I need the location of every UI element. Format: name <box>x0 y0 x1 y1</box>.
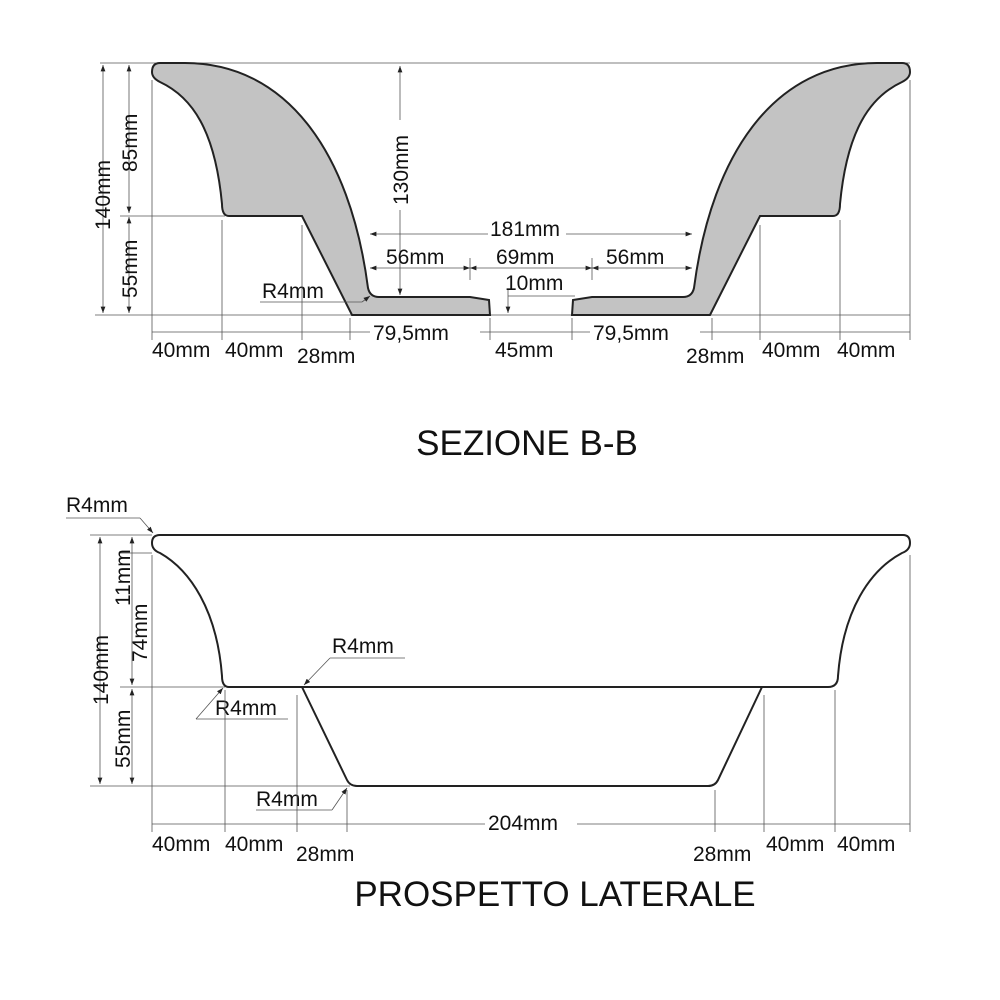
dim-left-28: 28mm <box>297 345 355 368</box>
dim-lower-height: 55mm <box>112 710 135 768</box>
leader-line <box>361 295 371 303</box>
dim-depth: 130mm <box>390 135 413 205</box>
dim-radius-top: R4mm <box>66 494 128 517</box>
leader-line <box>195 687 224 720</box>
dim-radius-inner: R4mm <box>215 697 277 720</box>
dim-left-40a: 40mm <box>152 833 210 856</box>
dim-left-79-5: 79,5mm <box>373 322 449 345</box>
right-wall-section <box>570 62 912 316</box>
dim-left-56: 56mm <box>386 246 444 269</box>
dim-left-40a: 40mm <box>152 339 210 362</box>
section-view: 140mm 85mm 55mm 130mm 181mm 56mm 69mm 56… <box>92 62 912 463</box>
left-wall-section <box>150 62 492 316</box>
leader-line <box>331 787 348 811</box>
leader-line <box>303 657 331 686</box>
elevation-outline-bottom <box>301 686 763 787</box>
dim-left-40b: 40mm <box>225 339 283 362</box>
dim-right-56: 56mm <box>606 246 664 269</box>
dim-gap-45: 45mm <box>495 339 553 362</box>
dim-radius-bottom: R4mm <box>256 788 318 811</box>
dim-left-28: 28mm <box>296 843 354 866</box>
horizontal-dims <box>151 555 911 832</box>
dim-inner-width: 181mm <box>490 218 560 241</box>
section-title: SEZIONE B-B <box>416 424 638 463</box>
dim-bottom-width: 204mm <box>488 812 558 835</box>
dim-right-40b: 40mm <box>837 339 895 362</box>
dim-right-79-5: 79,5mm <box>593 322 669 345</box>
dim-thickness: 10mm <box>505 272 563 295</box>
dim-left-40b: 40mm <box>225 833 283 856</box>
dim-curve-height: 74mm <box>129 604 152 662</box>
elevation-title: PROSPETTO LATERALE <box>354 875 755 914</box>
dim-middle-69: 69mm <box>496 246 554 269</box>
dim-rim-height: 11mm <box>112 549 135 606</box>
horizontal-dims <box>151 80 911 340</box>
dim-right-28: 28mm <box>693 843 751 866</box>
dim-upper-height: 85mm <box>119 114 142 172</box>
dim-radius: R4mm <box>262 280 324 303</box>
elevation-view: 140mm 11mm 74mm 55mm R4mm R4mm R4mm R4mm… <box>66 494 912 914</box>
dim-total-height: 140mm <box>92 160 115 230</box>
dim-right-28: 28mm <box>686 345 744 368</box>
elevation-outline-top <box>150 534 912 688</box>
dim-radius-step: R4mm <box>332 635 394 658</box>
dim-right-40a: 40mm <box>766 833 824 856</box>
dim-total-height: 140mm <box>90 635 113 705</box>
dim-right-40a: 40mm <box>762 339 820 362</box>
leader-line <box>139 517 154 534</box>
dim-right-40b: 40mm <box>837 833 895 856</box>
dim-lower-height: 55mm <box>119 240 142 298</box>
